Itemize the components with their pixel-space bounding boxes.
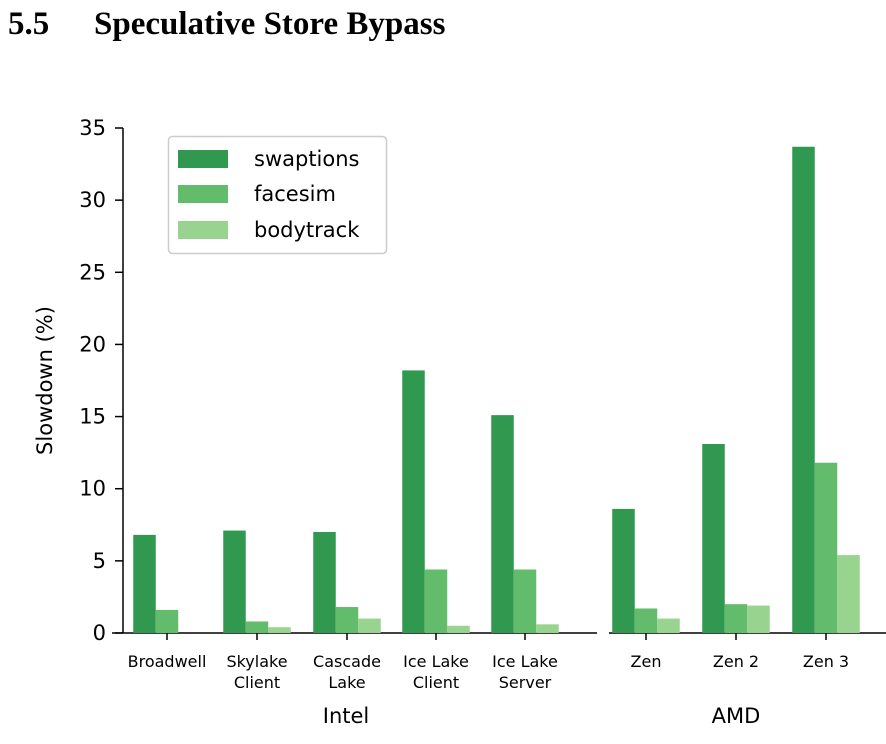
x-tick-label: Zen 2 <box>713 652 759 671</box>
x-tick-label: Zen <box>631 652 662 671</box>
bar-facesim <box>634 608 658 633</box>
bar-facesim <box>335 607 359 633</box>
bar-bodytrack <box>268 627 291 633</box>
bar-facesim <box>155 609 179 633</box>
y-axis-label: Slowdown (%) <box>33 306 57 455</box>
y-tick-label: 5 <box>93 549 106 573</box>
legend-swatch-swaptions <box>178 150 228 168</box>
x-tick-label: Zen 3 <box>803 652 849 671</box>
section-heading: 5.5 Speculative Store Bypass <box>8 6 445 43</box>
section-number: 5.5 <box>8 6 50 42</box>
bar-bodytrack <box>536 624 559 633</box>
bar-swaptions <box>133 534 156 633</box>
legend-label-facesim: facesim <box>254 182 336 206</box>
y-tick-label: 10 <box>79 477 106 501</box>
bar-bodytrack <box>837 555 860 633</box>
bar-swaptions <box>223 530 246 633</box>
bar-swaptions <box>491 415 514 633</box>
section-title: Speculative Store Bypass <box>94 6 446 42</box>
legend-swatch-facesim <box>178 185 228 203</box>
legend-label-swaptions: swaptions <box>254 147 359 171</box>
x-tick-label: Skylake Client <box>226 652 287 692</box>
bar-facesim <box>513 569 537 633</box>
bar-swaptions <box>792 146 815 633</box>
group-label: Intel <box>323 704 370 728</box>
x-tick-label: Ice Lake Server <box>492 652 558 692</box>
y-tick-label: 0 <box>93 621 106 645</box>
bar-swaptions <box>612 508 635 633</box>
y-tick-label: 25 <box>79 260 106 284</box>
legend-label-bodytrack: bodytrack <box>254 218 360 242</box>
bar-swaptions <box>313 532 336 633</box>
bar-bodytrack <box>358 618 381 633</box>
bar-bodytrack <box>747 605 770 633</box>
bar-facesim <box>424 569 448 633</box>
y-tick-label: 15 <box>79 405 106 429</box>
y-tick-label: 35 <box>79 116 106 140</box>
bar-facesim <box>724 604 748 633</box>
bar-swaptions <box>402 370 425 633</box>
x-tick-label: Broadwell <box>128 652 207 671</box>
x-tick-label: Ice Lake Client <box>403 652 469 692</box>
y-tick-label: 30 <box>79 188 106 212</box>
bar-facesim <box>245 621 269 633</box>
bar-bodytrack <box>447 625 470 633</box>
x-tick-label: Cascade Lake <box>313 652 381 692</box>
bar-swaptions <box>702 443 725 633</box>
bar-bodytrack <box>657 618 680 633</box>
legend-swatch-bodytrack <box>178 221 228 239</box>
group-label: AMD <box>712 704 761 728</box>
bar-facesim <box>814 462 838 633</box>
y-tick-label: 20 <box>79 332 106 356</box>
